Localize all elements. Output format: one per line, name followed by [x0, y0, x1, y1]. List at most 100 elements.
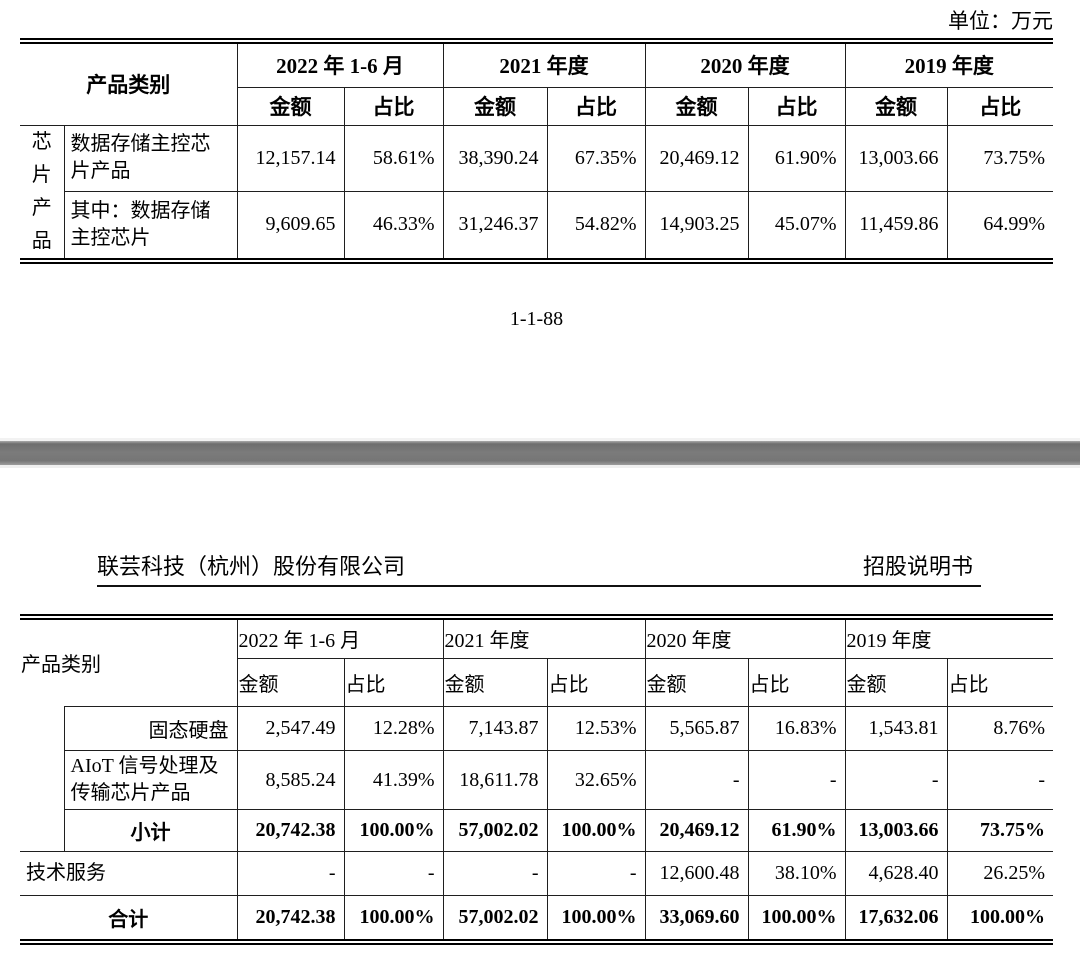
cell-ratio: 26.25%: [946, 851, 1054, 896]
table-row: 其中：数据存储主控芯片 9,609.65 46.33% 31,246.37 54…: [20, 191, 1054, 259]
header-ratio: 占比: [343, 658, 444, 707]
cell-ratio: 58.61%: [343, 124, 444, 193]
cell-ratio: 46.33%: [343, 191, 444, 259]
cell-ratio: 41.39%: [343, 750, 444, 810]
cell-ratio: -: [946, 750, 1054, 810]
subtotal-row: 小计 20,742.38 100.00% 57,002.02 100.00% 2…: [20, 809, 1054, 852]
header-amount: 金额: [236, 658, 345, 707]
cell-amount: 57,002.02: [442, 809, 548, 852]
header-amount: 金额: [844, 658, 948, 707]
cell-amount: 12,600.48: [644, 851, 749, 896]
cell-ratio: 100.00%: [343, 895, 444, 940]
row-label: 固态硬盘: [63, 706, 238, 751]
header-amount: 金额: [236, 86, 345, 126]
cell-amount: -: [644, 750, 749, 810]
header-period-2021: 2021 年度: [442, 42, 646, 88]
header-row-periods: 产品类别 2022 年 1-6 月 2021 年度 2020 年度 2019 年…: [19, 42, 1054, 126]
cell-ratio: 12.28%: [343, 706, 444, 751]
group-spacer-cell: [19, 706, 65, 852]
revenue-table-top: 产品类别 2022 年 1-6 月 2021 年度 2020 年度 2019 年…: [19, 42, 1054, 260]
cell-ratio: 100.00%: [343, 809, 444, 852]
unit-label: 单位：万元: [948, 9, 1053, 33]
cell-ratio: 61.90%: [747, 124, 846, 193]
cell-amount: 17,632.06: [844, 895, 948, 940]
table-row: 技术服务 - - - - 12,600.48 38.10% 4,628.40 2…: [19, 851, 1054, 896]
revenue-table-bottom: 产品类别 2022 年 1-6 月 2021 年度 2020 年度 2019 年…: [19, 617, 1054, 941]
header-amount: 金额: [442, 658, 548, 707]
cell-amount: 7,143.87: [442, 706, 548, 751]
header-row-periods: 产品类别 2022 年 1-6 月 2021 年度 2020 年度 2019 年…: [19, 618, 1054, 707]
header-period-2019: 2019 年度: [844, 42, 1054, 88]
header-ratio: 占比: [546, 86, 646, 126]
page-header: 联芸科技（杭州）股份有限公司 招股说明书: [97, 554, 981, 587]
cell-ratio: 73.75%: [946, 809, 1054, 852]
row-label: AIoT 信号处理及传输芯片产品: [63, 750, 238, 810]
document-type-label: 招股说明书: [862, 553, 973, 579]
header-ratio: 占比: [343, 86, 444, 126]
cell-ratio: 54.82%: [546, 191, 646, 259]
header-amount: 金额: [442, 86, 548, 126]
header-period-2020: 2020 年度: [644, 42, 846, 88]
cell-amount: 20,469.12: [644, 124, 749, 193]
cell-amount: 1,543.81: [844, 706, 948, 751]
header-product-category: 产品类别: [19, 42, 238, 126]
company-name: 联芸科技（杭州）股份有限公司: [97, 553, 406, 579]
cell-ratio: -: [747, 750, 846, 810]
cell-ratio: 45.07%: [747, 191, 846, 259]
header-period-2020: 2020 年度: [644, 618, 846, 659]
cell-amount: 31,246.37: [442, 191, 548, 259]
cell-amount: 13,003.66: [844, 124, 948, 193]
cell-amount: 4,628.40: [844, 851, 948, 896]
page-separator-bar: [0, 437, 1080, 468]
header-ratio: 占比: [747, 86, 846, 126]
cell-amount: 12,157.14: [236, 124, 345, 193]
header-period-2021: 2021 年度: [442, 618, 646, 659]
cell-amount: 8,585.24: [236, 750, 345, 810]
header-amount: 金额: [644, 658, 749, 707]
cell-ratio: 32.65%: [546, 750, 646, 810]
cell-ratio: 100.00%: [546, 895, 646, 940]
cell-amount: -: [236, 851, 345, 896]
cell-ratio: 64.99%: [946, 191, 1054, 259]
cell-amount: 13,003.66: [844, 809, 948, 852]
table-top-wrapper: 产品类别 2022 年 1-6 月 2021 年度 2020 年度 2019 年…: [19, 38, 1054, 264]
cell-ratio: 61.90%: [747, 809, 846, 852]
row-label-subtotal: 小计: [63, 809, 238, 852]
cell-ratio: 12.53%: [546, 706, 646, 751]
header-period-2019: 2019 年度: [844, 618, 1054, 659]
cell-ratio: 100.00%: [946, 895, 1054, 940]
cell-ratio: 16.83%: [747, 706, 846, 751]
total-row: 合计 20,742.38 100.00% 57,002.02 100.00% 3…: [19, 895, 1054, 940]
cell-amount: -: [844, 750, 948, 810]
cell-amount: 9,609.65: [236, 191, 345, 259]
row-group-label-chip-products: 芯片产品: [19, 124, 65, 259]
cell-ratio: 100.00%: [546, 809, 646, 852]
row-label-total: 合计: [19, 895, 238, 940]
cell-amount: 2,547.49: [236, 706, 345, 751]
table-row: 固态硬盘 2,547.49 12.28% 7,143.87 12.53% 5,5…: [19, 706, 1054, 852]
cell-ratio: 8.76%: [946, 706, 1054, 751]
cell-ratio: -: [343, 851, 444, 896]
header-ratio: 占比: [747, 658, 846, 707]
table-row: 芯片产品 数据存储主控芯片产品 12,157.14 58.61% 38,390.…: [19, 124, 1054, 259]
cell-amount: 5,565.87: [644, 706, 749, 751]
cell-amount: 18,611.78: [442, 750, 548, 810]
cell-ratio: 100.00%: [747, 895, 846, 940]
row-label-tech-service: 技术服务: [19, 851, 238, 896]
cell-amount: 38,390.24: [442, 124, 548, 193]
cell-amount: 33,069.60: [644, 895, 749, 940]
header-product-category: 产品类别: [19, 618, 238, 707]
table-bottom-wrapper: 产品类别 2022 年 1-6 月 2021 年度 2020 年度 2019 年…: [19, 613, 1054, 945]
header-ratio: 占比: [546, 658, 646, 707]
cell-amount: 20,742.38: [236, 895, 345, 940]
header-amount: 金额: [844, 86, 948, 126]
header-ratio: 占比: [946, 86, 1054, 126]
cell-ratio: 73.75%: [946, 124, 1054, 193]
cell-amount: 20,469.12: [644, 809, 749, 852]
cell-ratio: 38.10%: [747, 851, 846, 896]
header-period-2022h1: 2022 年 1-6 月: [236, 42, 444, 88]
cell-amount: -: [442, 851, 548, 896]
header-ratio: 占比: [946, 658, 1054, 707]
prospectus-page-view: { "unit_label": "单位：万元", "page_number": …: [0, 8, 1080, 963]
cell-amount: 57,002.02: [442, 895, 548, 940]
